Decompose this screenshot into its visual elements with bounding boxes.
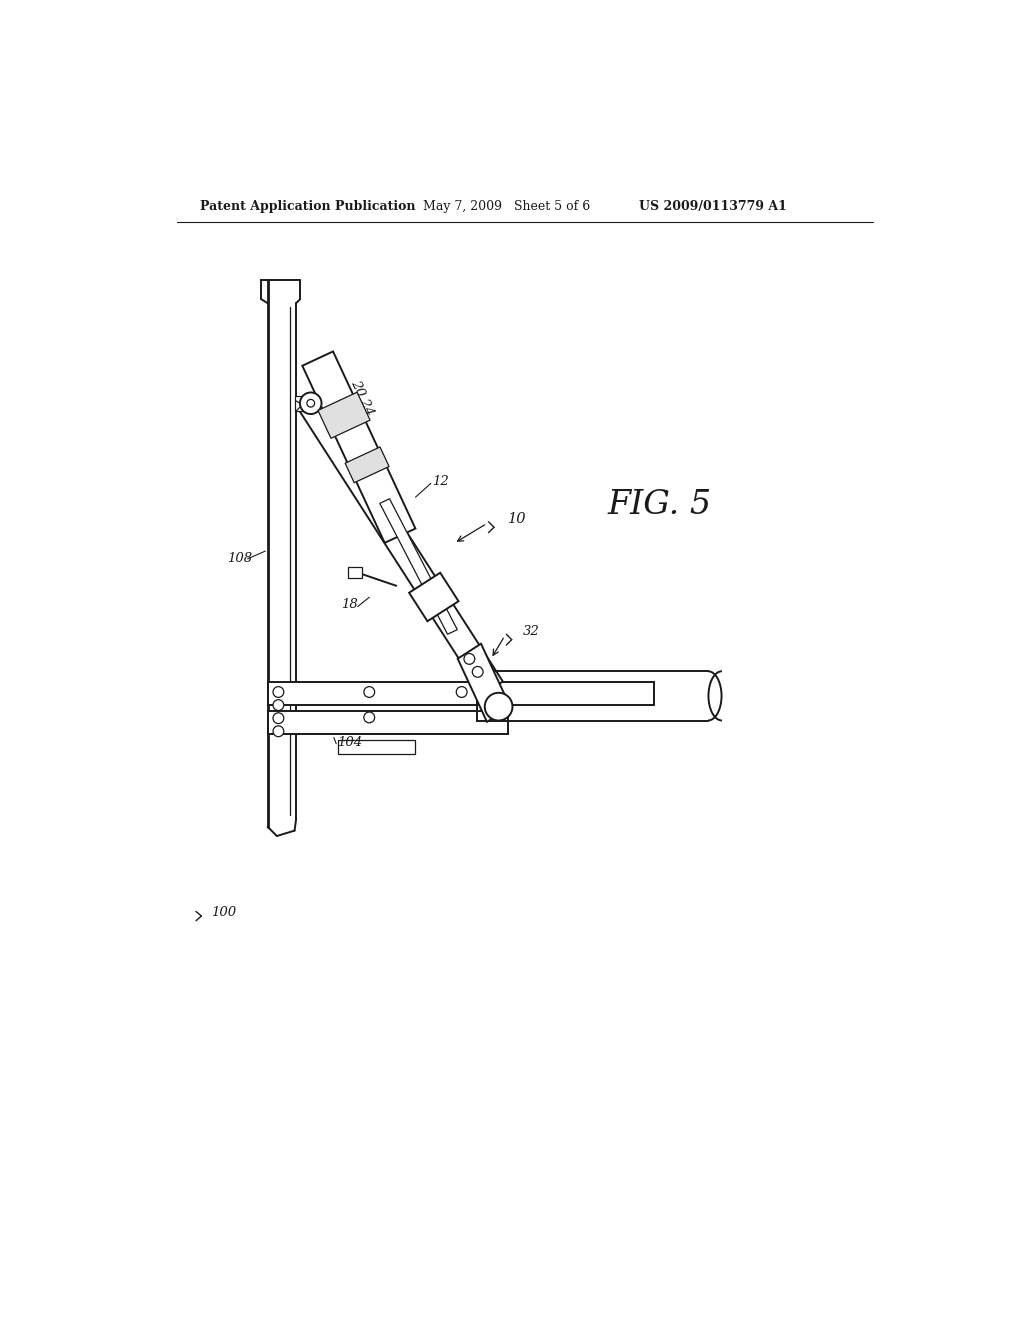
Text: 12: 12: [432, 475, 450, 488]
Text: US 2009/0113779 A1: US 2009/0113779 A1: [639, 199, 786, 213]
Text: 108: 108: [226, 552, 252, 565]
Text: 18: 18: [342, 598, 358, 611]
Circle shape: [273, 686, 284, 697]
Polygon shape: [318, 392, 370, 438]
Text: 104: 104: [337, 735, 362, 748]
Circle shape: [464, 653, 475, 664]
Circle shape: [364, 686, 375, 697]
Circle shape: [307, 400, 314, 407]
Circle shape: [457, 686, 467, 697]
Polygon shape: [345, 447, 389, 483]
Circle shape: [273, 726, 284, 737]
Circle shape: [484, 693, 512, 721]
Text: 20,24: 20,24: [348, 378, 376, 417]
Circle shape: [364, 711, 375, 723]
Polygon shape: [299, 396, 503, 694]
Text: May 7, 2009   Sheet 5 of 6: May 7, 2009 Sheet 5 of 6: [423, 199, 591, 213]
Polygon shape: [380, 499, 458, 634]
Bar: [295, 396, 311, 411]
Bar: [267, 711, 508, 734]
Text: FIG. 5: FIG. 5: [608, 488, 712, 521]
Circle shape: [472, 667, 483, 677]
Polygon shape: [458, 644, 510, 722]
Bar: [267, 682, 654, 705]
Circle shape: [273, 700, 284, 710]
Text: 10: 10: [508, 512, 526, 525]
Circle shape: [300, 392, 322, 414]
Text: 32: 32: [523, 626, 540, 639]
Bar: [339, 739, 416, 754]
Bar: [348, 568, 362, 578]
Text: Patent Application Publication: Patent Application Publication: [200, 199, 416, 213]
Text: 100: 100: [211, 907, 237, 920]
Circle shape: [273, 713, 284, 723]
Polygon shape: [410, 573, 459, 622]
Polygon shape: [302, 351, 416, 543]
